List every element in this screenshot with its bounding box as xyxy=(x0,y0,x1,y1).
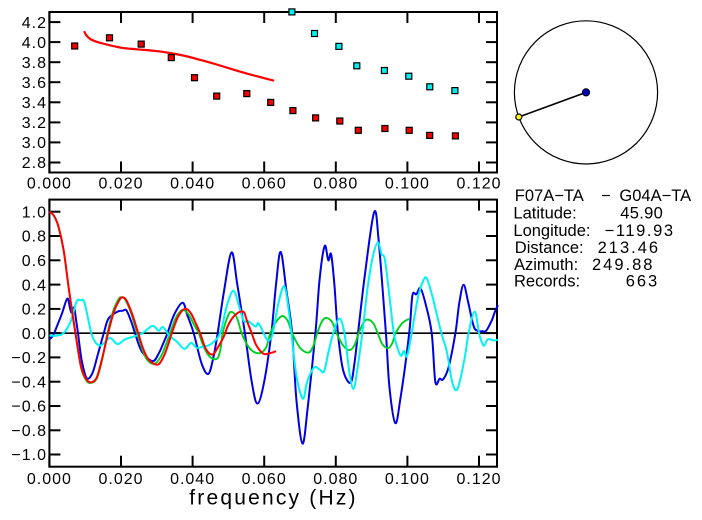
svg-text:0.020: 0.020 xyxy=(98,176,143,193)
svg-text:0.080: 0.080 xyxy=(313,471,358,488)
svg-text:−0.6: −0.6 xyxy=(11,399,47,416)
svg-text:0.040: 0.040 xyxy=(170,471,215,488)
svg-text:0.000: 0.000 xyxy=(27,176,72,193)
svg-text:45.90: 45.90 xyxy=(620,204,663,222)
svg-text:0.0: 0.0 xyxy=(22,326,47,343)
svg-text:−0.8: −0.8 xyxy=(11,423,47,440)
svg-text:2.8: 2.8 xyxy=(22,155,47,172)
svg-text:1.0: 1.0 xyxy=(22,204,47,221)
svg-text:frequency (Hz): frequency (Hz) xyxy=(189,487,358,510)
svg-text:0.120: 0.120 xyxy=(456,471,501,488)
svg-text:G04A−TA: G04A−TA xyxy=(619,187,691,205)
svg-text:−1.0: −1.0 xyxy=(11,447,47,464)
svg-text:0.2: 0.2 xyxy=(22,302,47,319)
svg-text:0.4: 0.4 xyxy=(22,277,47,294)
svg-text:0.040: 0.040 xyxy=(170,176,215,193)
svg-text:0.000: 0.000 xyxy=(27,471,72,488)
svg-text:0.080: 0.080 xyxy=(313,176,358,193)
svg-text:−0.2: −0.2 xyxy=(11,350,47,367)
svg-text:3.4: 3.4 xyxy=(22,95,47,112)
svg-text:0.060: 0.060 xyxy=(242,471,287,488)
svg-text:−: − xyxy=(601,187,611,205)
svg-text:3.6: 3.6 xyxy=(22,75,47,92)
svg-text:4.0: 4.0 xyxy=(22,35,47,52)
svg-text:3.0: 3.0 xyxy=(22,135,47,152)
svg-text:0.6: 0.6 xyxy=(22,253,47,270)
svg-text:0.8: 0.8 xyxy=(22,229,47,246)
svg-text:0.100: 0.100 xyxy=(385,471,430,488)
svg-text:0.060: 0.060 xyxy=(242,176,287,193)
svg-text:663: 663 xyxy=(626,273,660,291)
svg-text:F07A−TA: F07A−TA xyxy=(515,187,584,205)
svg-text:3.2: 3.2 xyxy=(22,115,47,132)
svg-text:0.120: 0.120 xyxy=(456,176,501,193)
svg-text:Distance:: Distance: xyxy=(515,239,584,257)
svg-text:Longitude:: Longitude: xyxy=(513,222,590,240)
svg-text:Latitude:: Latitude: xyxy=(513,204,576,222)
svg-text:213.46: 213.46 xyxy=(598,239,660,257)
svg-text:249.88: 249.88 xyxy=(592,256,654,274)
svg-text:Azimuth:: Azimuth: xyxy=(514,256,578,274)
svg-text:4.2: 4.2 xyxy=(22,15,47,32)
svg-text:3.8: 3.8 xyxy=(22,55,47,72)
svg-text:Records:: Records: xyxy=(514,273,580,291)
svg-text:0.020: 0.020 xyxy=(98,471,143,488)
svg-text:−0.4: −0.4 xyxy=(11,374,47,391)
svg-text:−119.93: −119.93 xyxy=(605,222,675,240)
svg-text:0.100: 0.100 xyxy=(385,176,430,193)
